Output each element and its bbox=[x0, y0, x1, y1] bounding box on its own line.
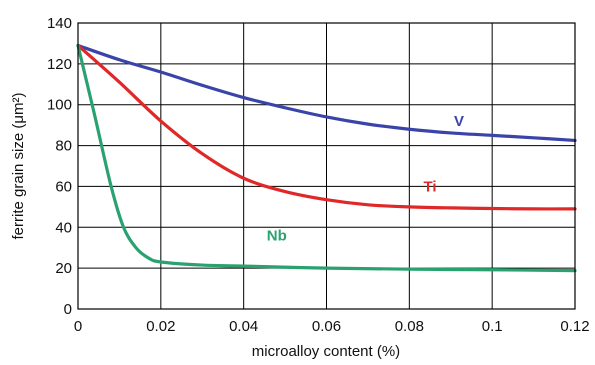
y-tick-label: 0 bbox=[64, 301, 72, 318]
series-line-nb bbox=[76, 43, 577, 273]
y-tick-label: 140 bbox=[47, 15, 72, 32]
grid bbox=[77, 22, 576, 310]
y-tick-label: 20 bbox=[55, 260, 72, 277]
series-line-v bbox=[76, 43, 577, 143]
plot-area-frame bbox=[77, 22, 576, 310]
series-labels: V Ti Nb bbox=[267, 113, 464, 244]
x-tick-label: 0.1 bbox=[482, 318, 503, 335]
y-axis-ticks: 0 20 40 60 80 100 120 140 bbox=[47, 15, 72, 318]
x-axis-title: microalloy content (%) bbox=[252, 343, 400, 360]
series-line-ti bbox=[76, 43, 577, 211]
y-tick-label: 100 bbox=[47, 97, 72, 114]
y-tick-label: 120 bbox=[47, 56, 72, 73]
series-label-nb: Nb bbox=[267, 227, 287, 244]
x-axis-ticks: 0 0.02 0.04 0.06 0.08 0.1 0.12 bbox=[74, 318, 590, 335]
series-label-ti: Ti bbox=[424, 178, 437, 195]
x-tick-label: 0.08 bbox=[395, 318, 424, 335]
x-tick-label: 0.06 bbox=[312, 318, 341, 335]
y-tick-label: 80 bbox=[55, 138, 72, 155]
x-tick-label: 0.02 bbox=[146, 318, 175, 335]
y-tick-label: 60 bbox=[55, 178, 72, 195]
x-tick-label: 0 bbox=[74, 318, 82, 335]
y-axis-title: ferrite grain size (μm²) bbox=[10, 92, 27, 239]
x-tick-label: 0.12 bbox=[560, 318, 589, 335]
series-label-v: V bbox=[454, 113, 464, 130]
y-tick-label: 40 bbox=[55, 219, 72, 236]
x-tick-label: 0.04 bbox=[229, 318, 258, 335]
series-layer bbox=[76, 43, 577, 273]
